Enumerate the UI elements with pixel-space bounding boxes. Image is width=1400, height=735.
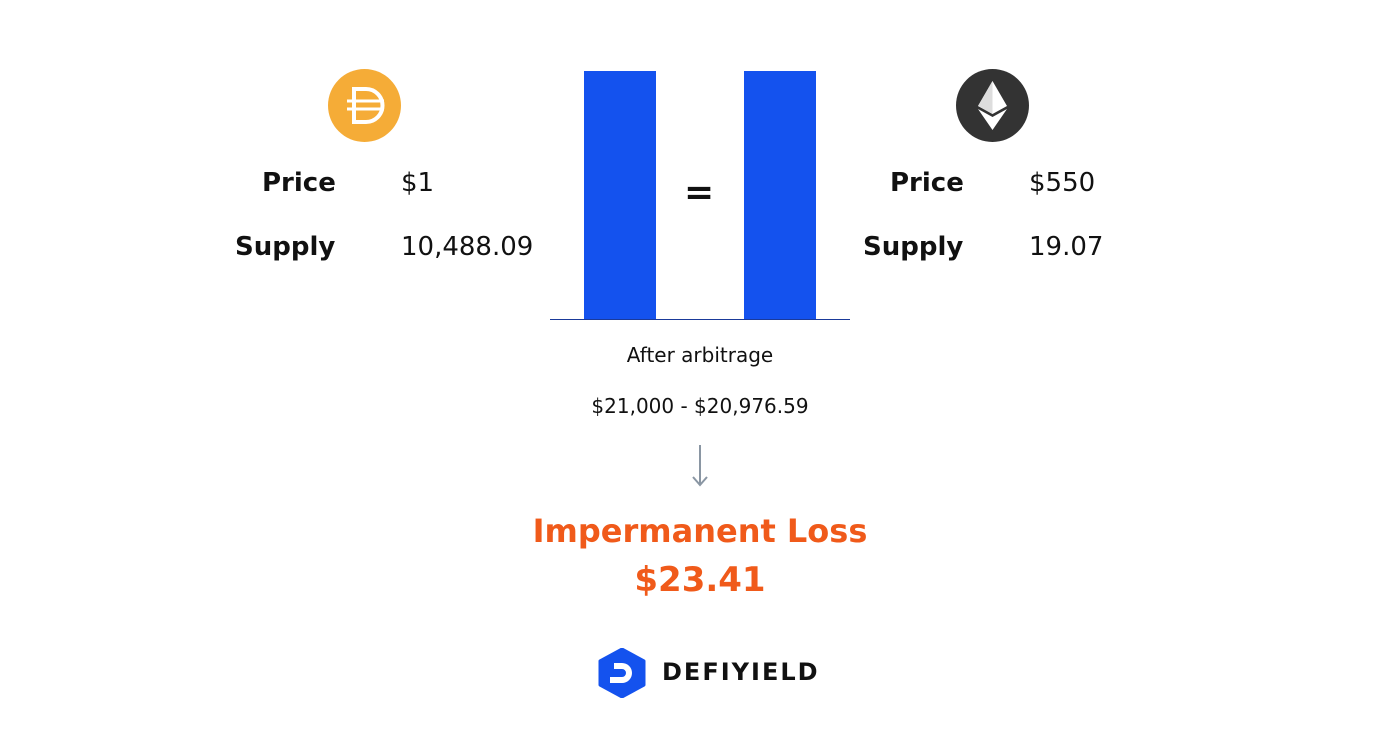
right-price-label: Price [890, 168, 964, 198]
dai-icon [328, 69, 401, 142]
right-supply-label: Supply [863, 232, 964, 262]
equals-sign: = [684, 172, 715, 213]
formula: $21,000 - $20,976.59 [591, 394, 809, 418]
brand-name: DEFIYIELD [662, 658, 820, 686]
baseline [550, 319, 850, 320]
eth-pool-bar [744, 71, 816, 319]
eth-icon [956, 69, 1029, 142]
defiyield-logo-icon [598, 648, 646, 698]
result-value: $23.41 [634, 560, 766, 600]
dai-pool-bar [584, 71, 656, 319]
left-supply-value: 10,488.09 [401, 232, 534, 262]
left-price-value: $1 [401, 168, 435, 198]
left-supply-label: Supply [235, 232, 336, 262]
caption: After arbitrage [626, 343, 774, 367]
right-supply-value: 19.07 [1029, 232, 1104, 262]
arrow-down-icon [692, 445, 708, 487]
result-title: Impermanent Loss [532, 512, 868, 550]
left-price-label: Price [262, 168, 336, 198]
right-price-value: $550 [1029, 168, 1096, 198]
